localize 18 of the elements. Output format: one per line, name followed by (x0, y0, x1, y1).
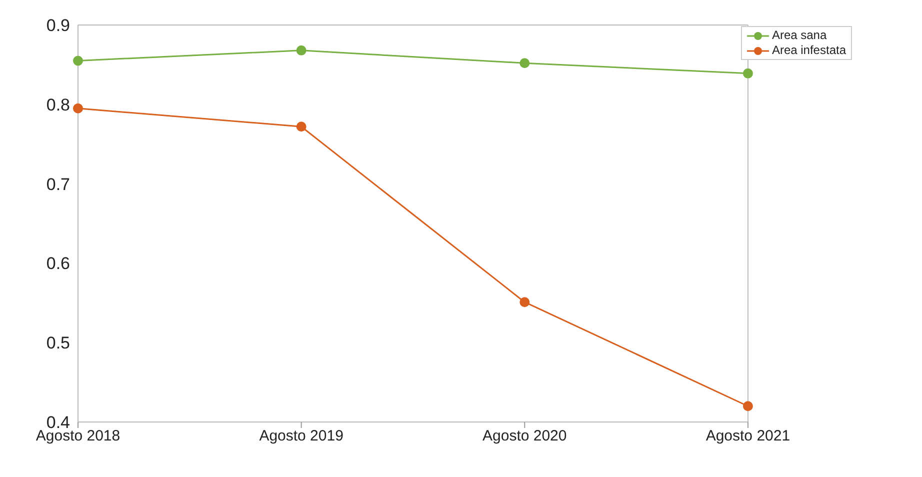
x-tick-label: Agosto 2019 (259, 428, 344, 445)
legend-label: Area sana (772, 28, 827, 43)
point (296, 45, 306, 56)
point (73, 56, 83, 66)
point (73, 103, 83, 114)
point (742, 68, 753, 78)
y-tick-label: 0.5 (46, 334, 70, 353)
y-tick-label: 0.6 (46, 254, 70, 274)
y-tick-label: 0.7 (46, 174, 70, 194)
x-tick-label: Agosto 2021 (706, 428, 790, 445)
x-tick-label: Agosto 2020 (482, 428, 567, 445)
point (520, 297, 530, 308)
point (296, 122, 306, 132)
y-tick-label: 0.9 (46, 16, 70, 36)
y-tick-label: 0.8 (46, 95, 70, 114)
point (742, 401, 753, 412)
point (520, 58, 530, 68)
legend-label: Area infestata (772, 43, 846, 58)
